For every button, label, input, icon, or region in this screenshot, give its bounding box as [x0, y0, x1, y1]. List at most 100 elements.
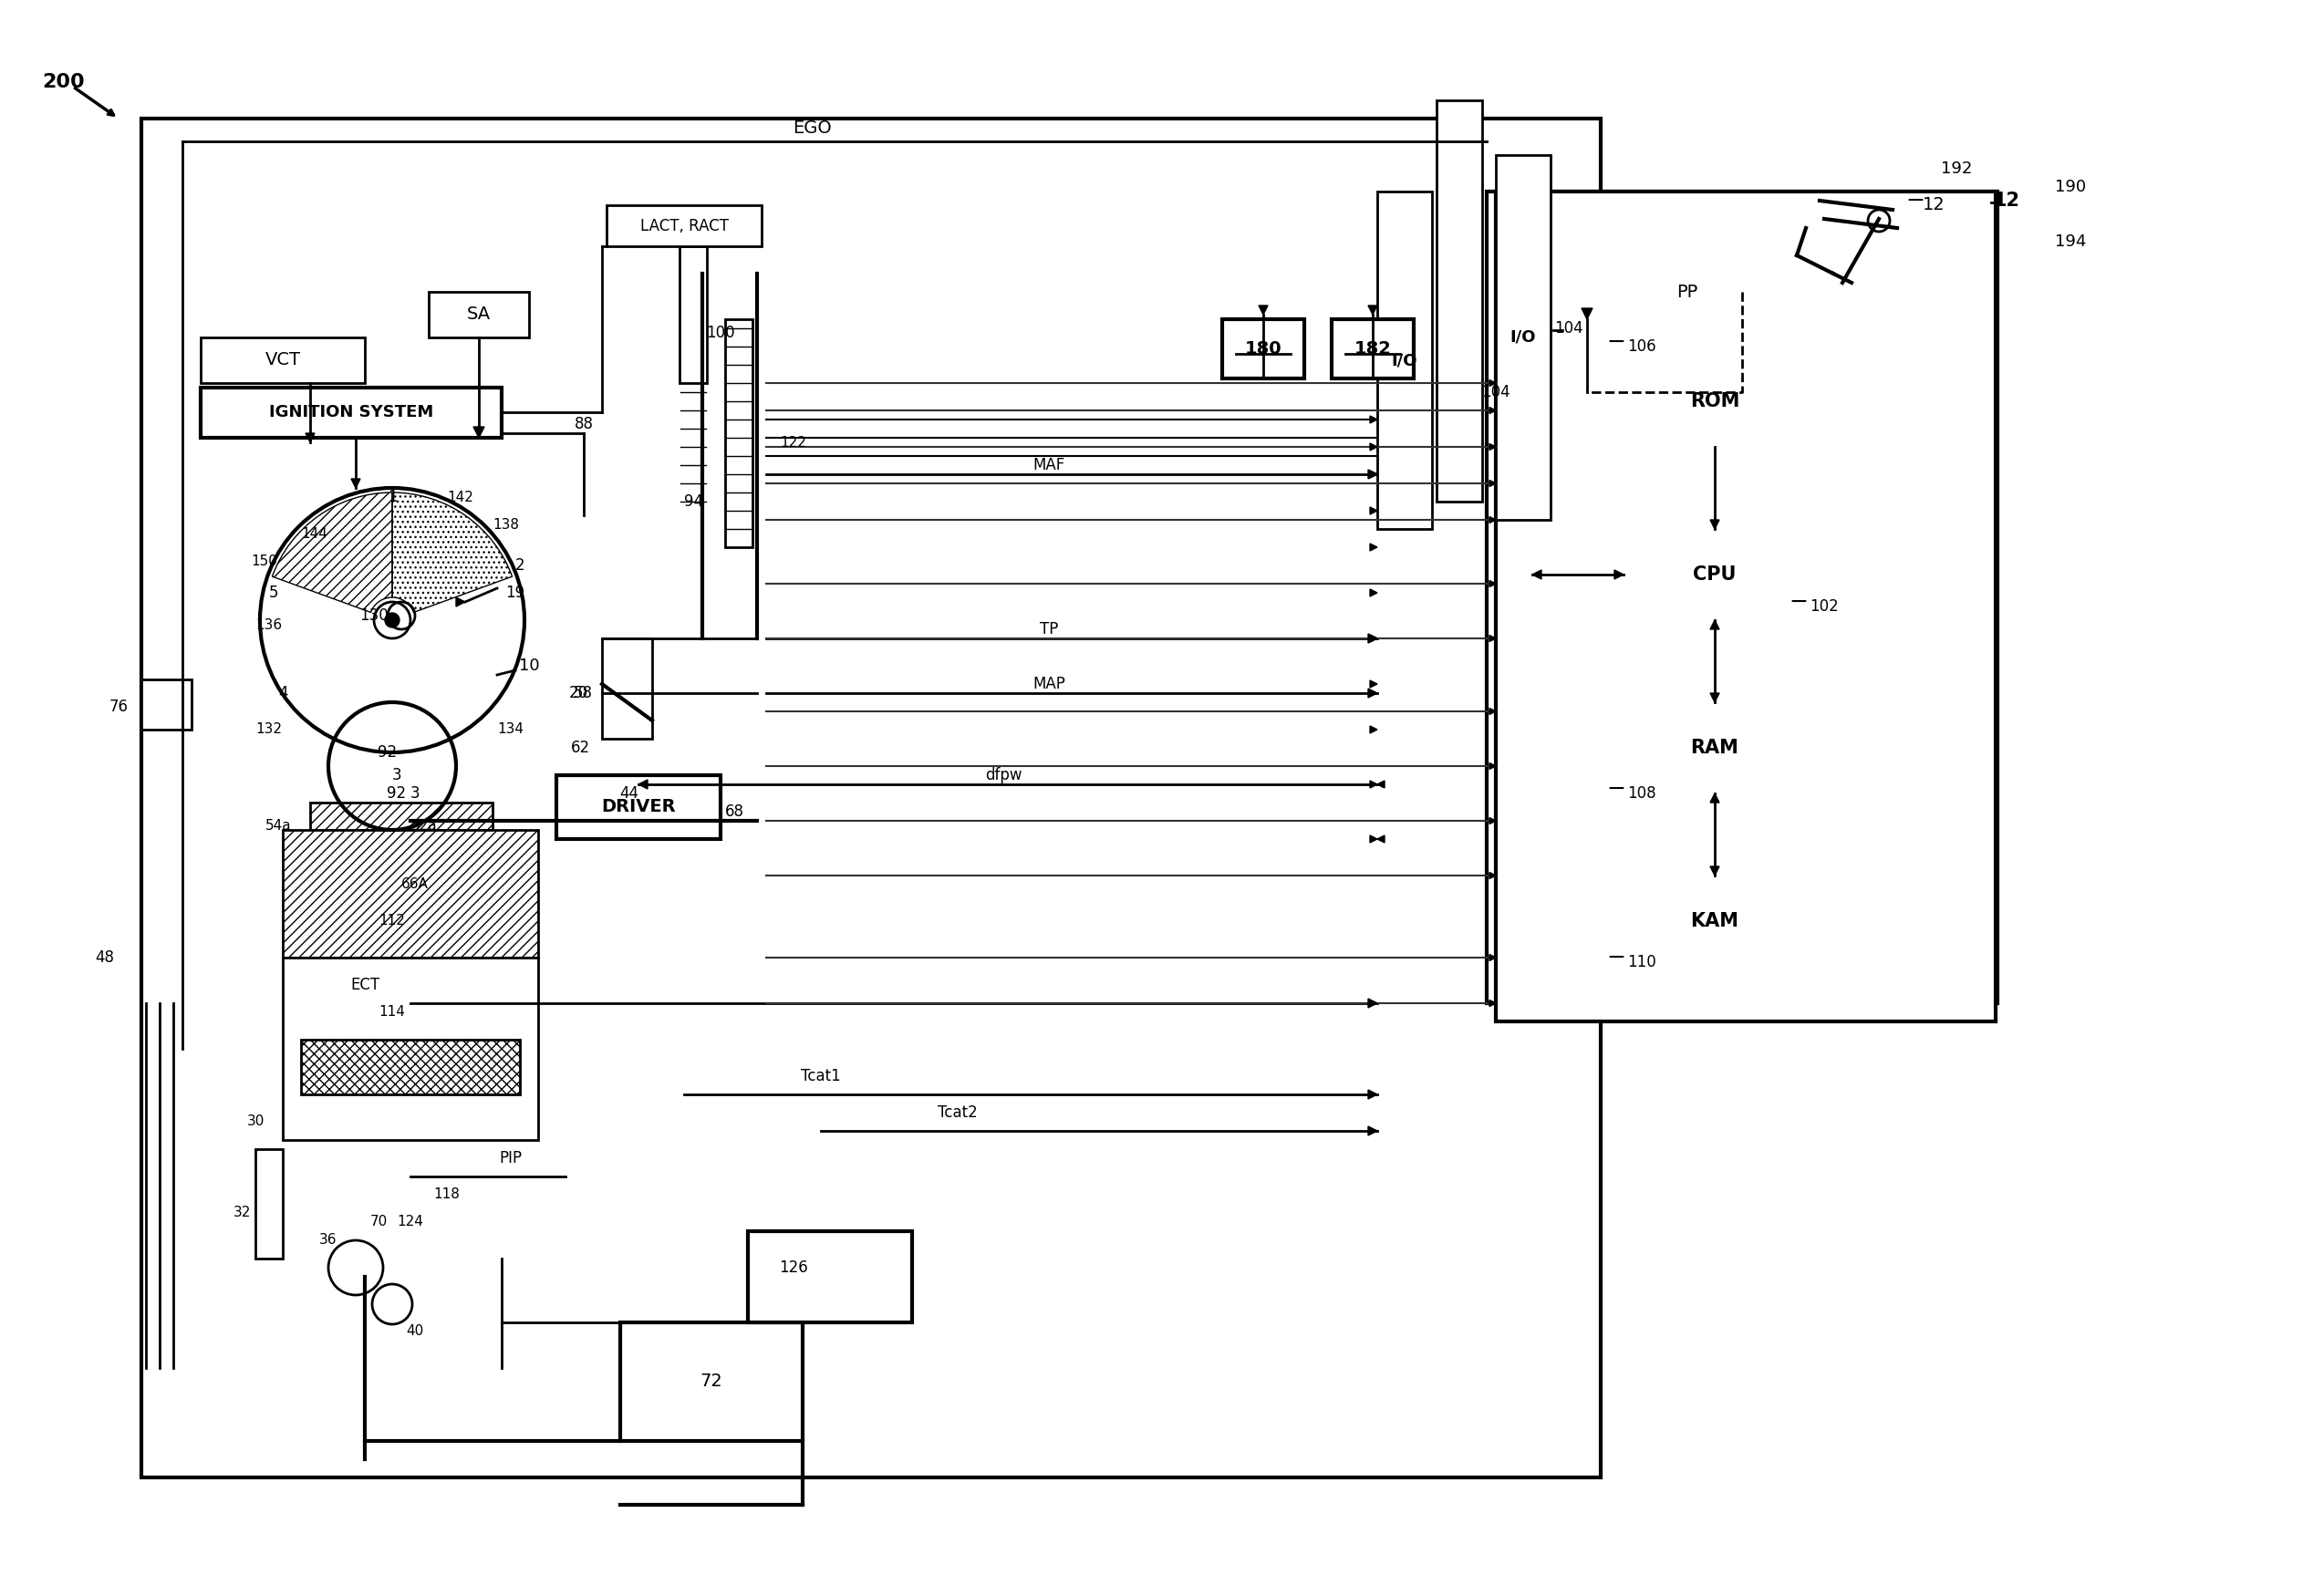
- Bar: [748, 1231, 911, 1323]
- Text: 102: 102: [1810, 598, 1838, 614]
- Text: 200: 200: [42, 73, 86, 91]
- Text: 48: 48: [95, 950, 114, 966]
- Text: 36: 36: [318, 1234, 337, 1246]
- Text: Tcat2: Tcat2: [939, 1104, 978, 1120]
- Polygon shape: [1260, 305, 1269, 314]
- Text: MAF: MAF: [1032, 456, 1064, 474]
- Polygon shape: [1369, 589, 1378, 597]
- Polygon shape: [1490, 873, 1497, 879]
- Text: 132: 132: [256, 723, 281, 736]
- Polygon shape: [1532, 570, 1541, 579]
- Text: 108: 108: [1627, 785, 1657, 801]
- Text: 54a: 54a: [265, 819, 290, 832]
- Polygon shape: [1710, 793, 1720, 803]
- Text: 4: 4: [279, 685, 288, 701]
- Text: Tcat1: Tcat1: [802, 1068, 841, 1084]
- Bar: [302, 1039, 521, 1095]
- Text: I/O: I/O: [1511, 329, 1536, 346]
- Text: DRIVER: DRIVER: [602, 798, 676, 816]
- Text: 2: 2: [516, 557, 525, 573]
- Text: −: −: [1606, 330, 1627, 353]
- Text: 12: 12: [1994, 192, 2020, 209]
- Text: 12: 12: [1922, 196, 1945, 214]
- Text: 192: 192: [1941, 161, 1973, 177]
- Text: 92: 92: [379, 744, 397, 761]
- Text: KAM: KAM: [1690, 911, 1738, 930]
- Polygon shape: [1369, 471, 1378, 477]
- Bar: [1332, 319, 1413, 378]
- Polygon shape: [1490, 380, 1497, 386]
- Text: 66A: 66A: [402, 878, 428, 892]
- Polygon shape: [1490, 444, 1497, 450]
- Text: 134: 134: [497, 723, 523, 736]
- Polygon shape: [1710, 520, 1720, 528]
- Bar: [1487, 192, 1996, 1004]
- Polygon shape: [1369, 544, 1378, 551]
- Text: LACT, RACT: LACT, RACT: [639, 219, 727, 235]
- Polygon shape: [1710, 867, 1720, 876]
- Text: 138: 138: [493, 517, 521, 531]
- Text: −: −: [1906, 190, 1924, 212]
- Bar: [142, 118, 1601, 1478]
- Bar: [555, 776, 720, 839]
- Text: 76: 76: [109, 699, 128, 715]
- Circle shape: [386, 613, 400, 627]
- Bar: [1497, 192, 1996, 1021]
- Bar: [200, 388, 502, 437]
- Text: 150: 150: [251, 554, 277, 568]
- Bar: [1436, 101, 1483, 501]
- Text: 106: 106: [1627, 338, 1657, 354]
- Polygon shape: [351, 479, 360, 488]
- Polygon shape: [1369, 835, 1378, 843]
- Bar: [1222, 319, 1304, 378]
- Text: 190: 190: [2054, 179, 2087, 195]
- Polygon shape: [1490, 480, 1497, 487]
- Text: 52a: 52a: [411, 819, 437, 832]
- Text: 114: 114: [379, 1005, 404, 1020]
- Bar: [309, 803, 493, 830]
- Bar: [621, 1323, 802, 1441]
- Polygon shape: [474, 426, 483, 437]
- Text: 5: 5: [270, 584, 279, 602]
- Polygon shape: [1710, 621, 1720, 629]
- Polygon shape: [1369, 305, 1378, 314]
- Polygon shape: [1369, 635, 1378, 642]
- Bar: [428, 292, 530, 337]
- Text: 72: 72: [700, 1373, 723, 1390]
- Text: 1: 1: [388, 488, 397, 506]
- Text: CPU: CPU: [1694, 565, 1736, 584]
- Text: 70: 70: [370, 1215, 388, 1229]
- Text: 3: 3: [393, 768, 402, 784]
- Text: ROM: ROM: [1690, 393, 1741, 410]
- Text: PP: PP: [1676, 282, 1699, 300]
- Polygon shape: [639, 780, 648, 788]
- Bar: [1624, 528, 1806, 621]
- Text: 122: 122: [781, 436, 806, 448]
- Text: 112: 112: [379, 915, 404, 927]
- Polygon shape: [1369, 1127, 1378, 1135]
- Text: 104: 104: [1555, 321, 1583, 337]
- Polygon shape: [1369, 417, 1378, 423]
- Text: 3: 3: [409, 785, 421, 801]
- Text: 110: 110: [1627, 954, 1657, 970]
- Text: 10: 10: [518, 658, 539, 674]
- Text: 94: 94: [683, 493, 702, 509]
- Bar: [1497, 155, 1550, 520]
- Polygon shape: [1710, 693, 1720, 702]
- Polygon shape: [1490, 1001, 1497, 1007]
- Text: 126: 126: [779, 1259, 809, 1275]
- Polygon shape: [1490, 709, 1497, 715]
- Bar: [256, 1149, 284, 1259]
- Text: 30: 30: [246, 1116, 265, 1128]
- Bar: [142, 680, 191, 729]
- Text: 194: 194: [2054, 233, 2087, 251]
- Text: 124: 124: [397, 1215, 423, 1229]
- Text: 182: 182: [1355, 340, 1392, 358]
- Polygon shape: [1378, 835, 1385, 843]
- Text: 40: 40: [407, 1325, 423, 1339]
- Text: 19: 19: [507, 584, 525, 602]
- Text: RAM: RAM: [1690, 739, 1738, 757]
- Text: I/O: I/O: [1392, 353, 1418, 369]
- Bar: [1624, 356, 1806, 447]
- Text: 20: 20: [569, 685, 588, 701]
